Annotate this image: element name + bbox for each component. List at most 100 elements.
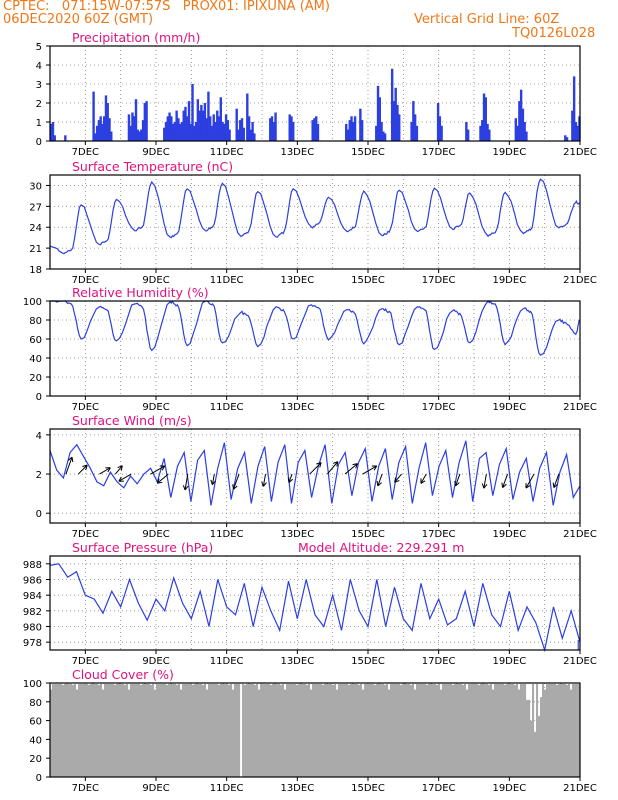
cloud-bar xyxy=(168,683,171,777)
cloud-bar xyxy=(402,683,405,777)
x-tick-label: 15DEC xyxy=(351,656,385,667)
precip-bar xyxy=(187,101,191,141)
cloud-bar xyxy=(106,683,109,777)
x-tick-label: 19DEC xyxy=(492,656,526,667)
cloud-bar xyxy=(538,715,541,777)
cloud-bar xyxy=(242,683,245,777)
cloud-bar xyxy=(180,689,183,777)
wind-arrow xyxy=(454,473,461,487)
precip-bar xyxy=(396,104,399,141)
cloud-bar xyxy=(428,683,431,777)
x-tick-label: 21DEC xyxy=(563,402,597,413)
precip-bar xyxy=(219,97,222,141)
x-tick-label: 17DEC xyxy=(422,402,456,413)
precip-bar xyxy=(382,131,385,141)
precip-bar xyxy=(194,122,198,141)
cloud-bar xyxy=(360,683,363,777)
precip-bar xyxy=(140,129,143,141)
cloud-bar xyxy=(534,731,537,777)
x-tick-label: 19DEC xyxy=(492,402,526,413)
precip-bar xyxy=(133,116,136,141)
cloud-bar xyxy=(232,689,235,777)
precip-bar xyxy=(226,120,230,141)
series-line xyxy=(49,178,580,255)
cloud-bar xyxy=(412,683,415,777)
y-tick-label: 80 xyxy=(29,316,42,327)
cloud-bar xyxy=(572,683,575,777)
cloud-bar xyxy=(410,684,413,777)
cloud-bar xyxy=(450,683,453,777)
x-tick-label: 21DEC xyxy=(563,275,597,286)
header-line2-right: Vertical Grid Line: 60Z xyxy=(414,12,560,27)
cloud-bar xyxy=(102,689,105,777)
wind-arrow xyxy=(344,463,358,475)
precip-bar xyxy=(198,110,201,141)
cloud-bar xyxy=(356,683,359,777)
x-tick-label: 19DEC xyxy=(492,275,526,286)
y-tick-label: 980 xyxy=(23,623,42,634)
precip-bar xyxy=(412,101,415,141)
x-tick-label: 9DEC xyxy=(142,402,169,413)
cloud-bar xyxy=(490,683,493,777)
precip-bar xyxy=(484,97,487,141)
cloud-bar xyxy=(484,683,487,777)
cloud-bar xyxy=(166,684,169,777)
cloud-bar xyxy=(80,683,83,777)
cloud-bar xyxy=(56,683,59,777)
y-tick-label: 4 xyxy=(36,61,42,72)
cloud-bar xyxy=(274,683,277,777)
y-tick-label: 1 xyxy=(36,118,42,129)
panel-1: 18 21 24 27 30 7DEC 9DEC 11DEC 13DEC 15DEC 17DEC 19… xyxy=(29,159,597,286)
precip-bar xyxy=(571,110,574,141)
cloud-bar xyxy=(312,683,315,777)
precip-bar xyxy=(251,122,254,141)
cloud-bar xyxy=(468,683,471,777)
precip-bar xyxy=(380,122,383,141)
cloud-bar xyxy=(224,683,227,777)
precip-bar xyxy=(92,91,95,141)
panel-2: 0 20 40 60 80 100 7DEC 9DEC 11DEC 13DEC 15DEC 17DEC… xyxy=(23,285,597,413)
cloud-bar xyxy=(148,683,151,777)
cloud-bar xyxy=(282,683,285,777)
cloud-bar xyxy=(108,683,111,777)
precip-bar xyxy=(51,122,55,141)
cloud-bar xyxy=(116,683,119,777)
precip-bar xyxy=(196,99,200,141)
cloud-bar xyxy=(64,683,67,777)
cloud-bar xyxy=(378,683,381,777)
cloud-bar xyxy=(254,684,257,777)
cloud-bar xyxy=(270,684,273,777)
cloud-bar xyxy=(460,683,463,777)
x-tick-label: 17DEC xyxy=(422,783,456,794)
cloud-bar xyxy=(250,683,253,777)
cloud-bar xyxy=(404,683,407,777)
precip-bar xyxy=(315,116,318,141)
cloud-bar xyxy=(90,683,93,777)
y-tick-label: 100 xyxy=(23,297,42,308)
cloud-bar xyxy=(98,684,101,777)
cloud-bar xyxy=(262,683,265,777)
precip-bar xyxy=(482,93,486,141)
wind-arrow xyxy=(65,456,74,475)
x-tick-label: 7DEC xyxy=(72,402,99,413)
cloud-bar xyxy=(114,684,117,777)
precip-bar xyxy=(53,135,56,141)
cloud-bar xyxy=(546,683,549,777)
cloud-bar xyxy=(350,683,353,777)
cloud-bar xyxy=(354,683,357,777)
panel-3: 0 2 4 7DEC 9DEC 11DEC 13DEC 15DEC 17DEC 19DEC 21DE… xyxy=(36,413,597,540)
y-tick-label: 21 xyxy=(29,244,42,255)
precip-bar xyxy=(214,122,217,141)
cloud-bar xyxy=(178,683,181,777)
cloud-bar xyxy=(278,683,281,777)
cloud-bar xyxy=(524,683,527,777)
panel-frame xyxy=(49,45,581,142)
precip-bar xyxy=(237,129,240,141)
cloud-bar xyxy=(366,683,369,777)
cloud-bar xyxy=(216,683,219,777)
precip-bar xyxy=(136,129,139,141)
precip-bar xyxy=(572,76,576,141)
cloud-bar xyxy=(446,683,449,777)
cloud-bar xyxy=(498,683,501,777)
precip-bar xyxy=(193,125,196,141)
